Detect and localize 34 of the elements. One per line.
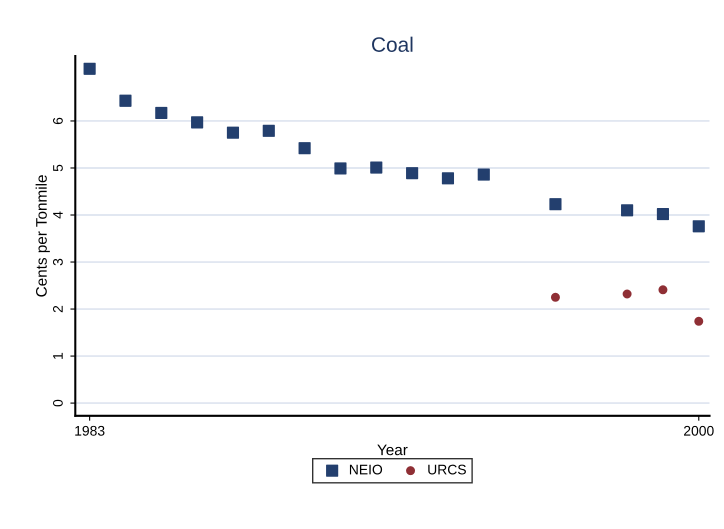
point: [191, 116, 204, 128]
y-tick-label: 2: [52, 306, 63, 312]
point: [155, 106, 168, 120]
point: [226, 126, 240, 139]
point: [442, 172, 454, 184]
point: [334, 162, 347, 175]
point: [549, 198, 562, 210]
point: [262, 124, 275, 137]
point: [298, 142, 311, 154]
y-tick-label: 0: [52, 400, 63, 406]
point: [658, 285, 668, 294]
point: [656, 208, 670, 220]
legend-label: NEIO: [350, 464, 382, 474]
y-tick-label: 5: [53, 164, 63, 172]
y-tick-label: 1: [53, 352, 63, 359]
point: [621, 204, 634, 216]
x-tick-label: 2000: [684, 426, 714, 436]
point: [622, 290, 632, 299]
y-axis-title: Cents per Tonmile: [36, 175, 50, 297]
x-tick-label: 1983: [75, 426, 104, 436]
chart-title: Coal: [372, 36, 412, 52]
y-tick-label: 3: [52, 258, 63, 266]
x-axis-title: Year: [377, 444, 408, 456]
point: [694, 316, 704, 326]
point: [478, 168, 490, 181]
point: [692, 220, 705, 232]
legend-label: URCS: [428, 464, 466, 474]
point: [370, 161, 382, 174]
y-tick-label: 4: [53, 212, 63, 219]
point: [406, 167, 418, 180]
y-tick-label: 6: [52, 118, 63, 124]
point: [84, 62, 96, 75]
point: [119, 94, 132, 107]
point: [550, 292, 560, 302]
